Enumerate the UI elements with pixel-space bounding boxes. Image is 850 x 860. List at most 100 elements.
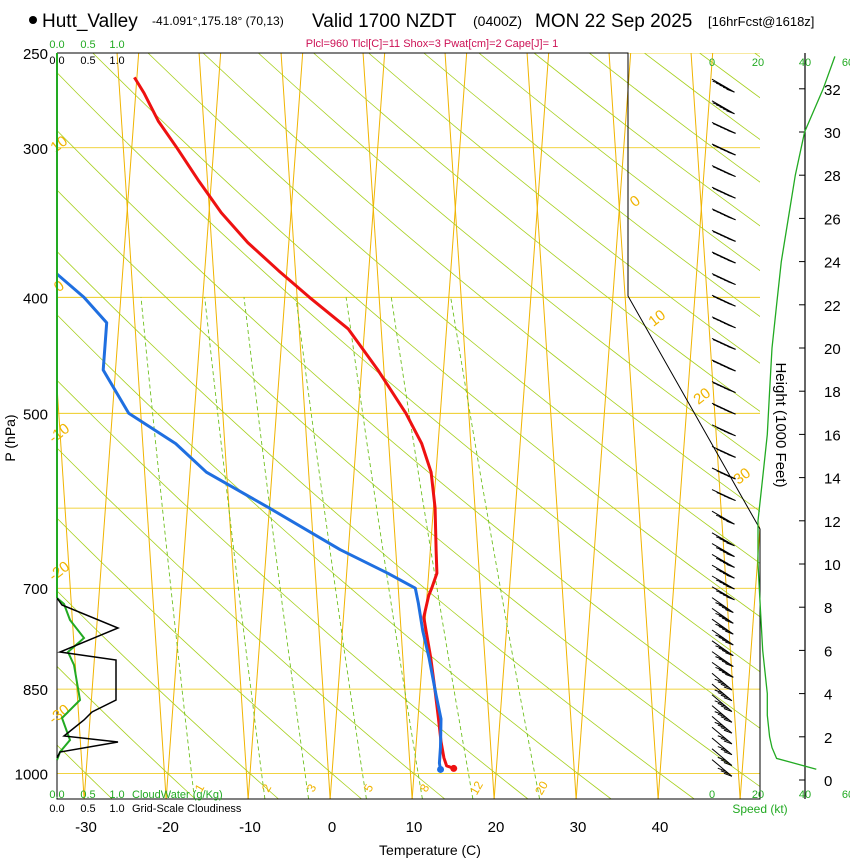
height-tick-label: 32 xyxy=(824,82,841,99)
wind-barb-flag xyxy=(714,678,723,683)
wind-barb-flag xyxy=(723,762,733,766)
height-axis-title: Height (1000 Feet) xyxy=(772,362,789,487)
mixing-ratio-line xyxy=(140,297,195,799)
temperature-line xyxy=(133,76,455,770)
dewpoint-surface-dot xyxy=(437,765,445,773)
wind-barb-flag xyxy=(712,123,722,128)
cloudiness-label: Grid-Scale Cloudiness xyxy=(132,803,242,815)
forecast-run: [16hrFcst@1618z] xyxy=(708,14,814,29)
dry-adiabat-line xyxy=(423,53,760,317)
height-tick-label: 4 xyxy=(824,687,832,704)
wind-barb xyxy=(711,381,736,394)
isotherm-label: -10 xyxy=(45,420,73,447)
wind-barb-flag xyxy=(718,615,727,620)
wind-barb-flag xyxy=(719,538,728,543)
pressure-tick-label: 700 xyxy=(23,581,48,598)
isotherm-line xyxy=(575,53,632,799)
wind-barb-flag xyxy=(714,711,723,716)
cloudwater-scale-bottom: 1.0 xyxy=(109,789,124,801)
cloudwater-label: CloudWater (g/Kg) xyxy=(132,789,223,801)
height-tick-label: 14 xyxy=(824,471,841,488)
adiabat-line xyxy=(608,53,659,799)
wind-barb xyxy=(711,208,736,221)
wind-barb-flag xyxy=(722,583,732,588)
height-tick-label: 20 xyxy=(824,341,841,358)
isotherm-line xyxy=(83,53,140,799)
wind-barb-flag xyxy=(715,557,725,562)
wind-barb-flag xyxy=(718,658,727,663)
wind-barb-flag xyxy=(712,339,722,344)
isotherm-label: 0 xyxy=(627,192,644,211)
mixing-ratio-label: 12 xyxy=(467,778,486,797)
wind-barb-flag xyxy=(722,108,732,113)
dry-adiabat-line xyxy=(754,53,760,58)
chart-header: Hutt_Valley -41.091°,175.18° (70,13) Val… xyxy=(29,11,814,50)
cloud-panel: 0.00.00.00.00.50.50.50.51.01.01.01.0Clou… xyxy=(49,39,242,815)
wind-barb-flag xyxy=(720,705,730,710)
wind-barb-flag xyxy=(726,542,735,547)
wind-barb-flag xyxy=(719,581,728,586)
sounding-series xyxy=(57,76,458,773)
wind-barb-flag xyxy=(712,209,722,214)
wind-barb-flag xyxy=(722,518,732,523)
wind-barb xyxy=(711,607,734,624)
wind-barb xyxy=(711,586,735,601)
isotherm-label: 10 xyxy=(645,307,669,331)
wind-barb-flag xyxy=(720,759,730,764)
wind-barb-flag xyxy=(723,772,733,777)
temperature-tick-label: 20 xyxy=(488,819,505,836)
wind-barb-flag xyxy=(725,619,734,624)
background-lines xyxy=(57,53,760,799)
adiabat-line xyxy=(198,53,249,799)
wind-barb-flag xyxy=(722,594,732,599)
mixing-ratio-line xyxy=(450,297,541,799)
height-tick-label: 16 xyxy=(824,427,841,444)
wind-barb xyxy=(711,337,736,350)
cloudwater-scale-top: 0.0 xyxy=(49,39,64,51)
dry-adiabat-line xyxy=(57,517,362,799)
temperature-tick-label: 40 xyxy=(652,819,669,836)
wind-barb-flag xyxy=(723,686,733,691)
wind-barb xyxy=(711,597,734,613)
dry-adiabat-line xyxy=(57,314,612,799)
wind-barb-flag xyxy=(726,574,735,579)
height-tick-label: 12 xyxy=(824,514,841,531)
station-coords: -41.091°,175.18° (70,13) xyxy=(152,14,284,28)
wind-barb-flag xyxy=(719,516,728,521)
wind-barb xyxy=(711,553,735,568)
wind-barb-flag xyxy=(718,669,727,674)
wind-barb-flag xyxy=(712,317,722,322)
adiabat-line xyxy=(362,53,413,799)
wind-barb-flag xyxy=(725,609,734,613)
isotherm-line xyxy=(739,520,760,799)
mixing-ratio-line xyxy=(295,297,367,799)
pressure-tick-label: 300 xyxy=(23,141,48,158)
wind-barb-flag xyxy=(716,492,725,496)
temperature-tick-label: -30 xyxy=(75,819,97,836)
mixing-ratio-label: 3 xyxy=(304,781,320,794)
wind-barb-flag xyxy=(720,770,730,775)
wind-barb-flag xyxy=(712,231,722,236)
wind-barb xyxy=(711,445,736,458)
height-tick-label: 26 xyxy=(824,211,841,228)
wind-barb-flag xyxy=(721,639,731,644)
dry-adiabat-line xyxy=(57,250,695,799)
wind-barb-flag xyxy=(721,617,731,622)
station-dot-icon xyxy=(29,16,37,24)
wind-barb-flag xyxy=(720,716,730,721)
mixing-ratio-line xyxy=(345,297,423,799)
wind-barb xyxy=(711,543,735,558)
wind-barb-flag xyxy=(725,641,734,646)
speed-tick-bottom: 60 xyxy=(842,789,850,801)
wind-barb xyxy=(711,716,733,734)
wind-barb-flag xyxy=(715,656,724,661)
cloudiness-profile xyxy=(56,597,120,759)
cloudwater-scale-bottom: 0.0 xyxy=(49,789,64,801)
cloudiness-scale-bottom: 0.5 xyxy=(80,803,95,815)
adiabat-line xyxy=(116,53,167,799)
mixing-ratio-label: 2 xyxy=(259,781,275,794)
isotherm-line xyxy=(165,53,222,799)
wind-barb-flag xyxy=(715,623,724,628)
wind-barb-staff xyxy=(711,737,733,756)
wind-barb-flag xyxy=(719,106,728,111)
